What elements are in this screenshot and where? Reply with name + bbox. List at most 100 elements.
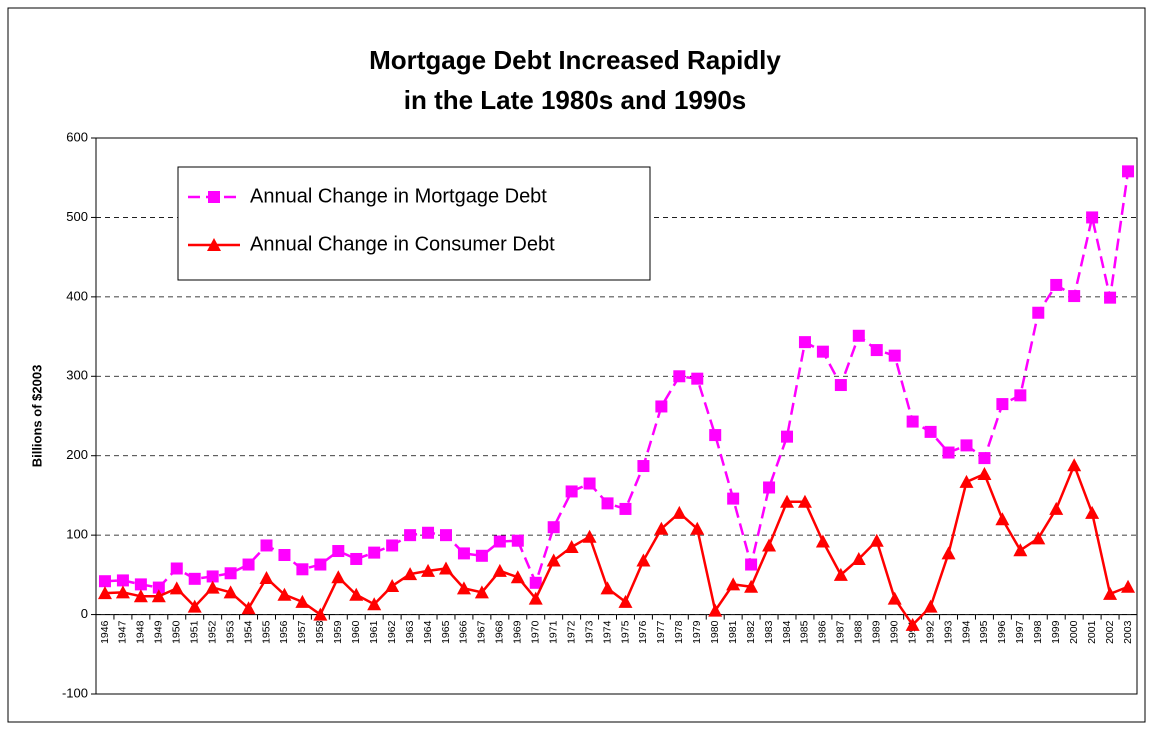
marker [223, 585, 238, 599]
marker [744, 579, 759, 593]
marker [421, 563, 436, 577]
x-tick-label: 1990 [888, 620, 900, 644]
x-tick-label: 1970 [530, 620, 542, 644]
x-tick-label: 1976 [637, 620, 649, 644]
marker [98, 575, 111, 588]
x-tick-label: 1954 [242, 620, 254, 644]
y-tick-label: -100 [62, 685, 88, 700]
marker [1049, 501, 1064, 515]
x-tick-label: 1995 [978, 620, 990, 644]
marker [547, 521, 560, 534]
x-tick-label: 1968 [494, 620, 506, 644]
marker [242, 558, 255, 571]
marker [727, 492, 740, 505]
x-tick-label: 1948 [135, 620, 147, 644]
x-tick-label: 1988 [853, 620, 865, 644]
marker [905, 617, 920, 631]
marker [1031, 531, 1046, 545]
marker [834, 379, 847, 392]
x-tick-label: 1967 [476, 620, 488, 644]
marker [529, 576, 542, 589]
marker [1086, 211, 1099, 224]
x-tick-label: 1959 [332, 620, 344, 644]
y-tick-label: 600 [66, 129, 88, 144]
x-tick-label: 1947 [117, 620, 129, 644]
marker [151, 589, 166, 603]
marker [313, 607, 328, 621]
x-tick-label: 2001 [1086, 620, 1098, 644]
marker [1085, 505, 1100, 519]
marker [923, 599, 938, 613]
marker [636, 553, 651, 567]
marker [456, 581, 471, 595]
marker [403, 567, 418, 581]
marker [924, 425, 937, 438]
x-tick-label: 1969 [512, 620, 524, 644]
marker [368, 546, 381, 559]
marker [851, 551, 866, 565]
marker [260, 539, 273, 552]
x-tick-label: 1986 [817, 620, 829, 644]
chart-title: Mortgage Debt Increased Rapidly [369, 45, 781, 75]
x-tick-label: 1997 [1014, 620, 1026, 644]
marker [601, 497, 614, 510]
x-tick-label: 1958 [314, 620, 326, 644]
marker [1104, 291, 1117, 304]
marker [438, 561, 453, 575]
x-tick-label: 1973 [583, 620, 595, 644]
legend [177, 166, 651, 281]
marker [187, 599, 202, 613]
marker [672, 505, 687, 519]
x-tick-label: 2003 [1122, 620, 1134, 644]
marker [97, 586, 112, 600]
x-tick-label: 1993 [942, 620, 954, 644]
marker [797, 494, 812, 508]
x-tick-label: 1996 [996, 620, 1008, 644]
marker [1050, 278, 1063, 291]
marker [1121, 579, 1136, 593]
marker [296, 563, 309, 576]
x-tick-label: 1979 [691, 620, 703, 644]
x-tick-label: 1946 [99, 620, 111, 644]
x-tick-label: 1972 [565, 620, 577, 644]
marker [208, 191, 220, 203]
marker [1013, 543, 1028, 557]
marker [869, 533, 884, 547]
marker [116, 574, 129, 587]
marker [1067, 458, 1082, 472]
series-line [104, 171, 1130, 589]
x-tick-label: 1994 [960, 620, 972, 644]
marker [887, 591, 902, 605]
marker [314, 558, 327, 571]
x-tick-label: 1989 [871, 620, 883, 644]
x-tick-label: 1957 [296, 620, 308, 644]
x-tick-label: 1977 [655, 620, 667, 644]
x-tick-label: 1961 [368, 620, 380, 644]
marker [762, 538, 777, 552]
marker [690, 521, 705, 535]
marker [780, 494, 795, 508]
marker [546, 553, 561, 567]
marker [404, 529, 417, 542]
marker [1032, 306, 1045, 319]
marker [510, 570, 525, 584]
marker [205, 580, 220, 594]
marker [278, 549, 291, 561]
marker [600, 581, 615, 595]
marker [188, 572, 201, 585]
marker [888, 349, 901, 362]
marker [422, 526, 435, 539]
x-tick-label: 1955 [260, 620, 272, 644]
x-tick-label: 1985 [799, 620, 811, 644]
marker [582, 529, 597, 543]
marker [833, 567, 848, 581]
marker [708, 603, 723, 617]
marker [709, 429, 722, 442]
x-tick-label: 2000 [1068, 620, 1080, 644]
marker [133, 589, 148, 603]
marker [474, 585, 489, 599]
marker [224, 567, 237, 580]
x-tick-label: 1960 [350, 620, 362, 644]
x-tick-label: 1963 [404, 620, 416, 644]
